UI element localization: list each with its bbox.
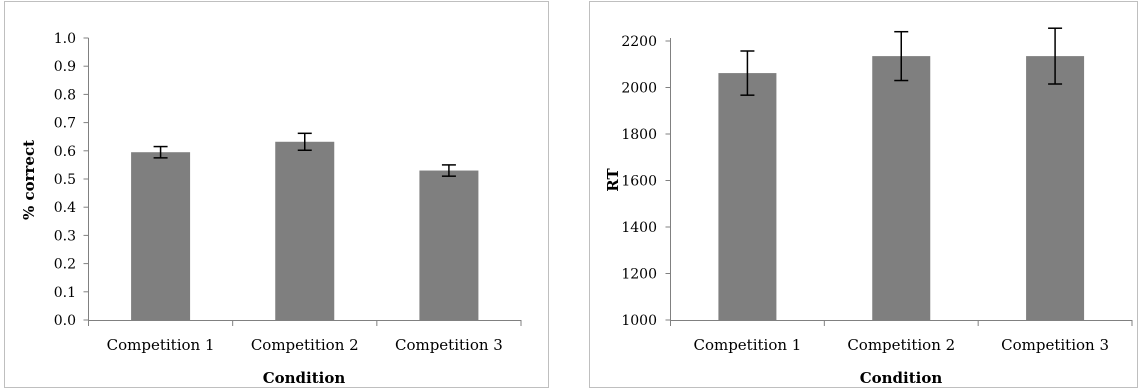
left-category-label: Competition 1 (107, 336, 215, 354)
right-ytick-label: 2000 (621, 81, 657, 97)
left-category-label: Competition 3 (395, 336, 503, 354)
left-ytick-label: 0.3 (54, 228, 76, 244)
chart-right-xlabel: Condition (860, 369, 943, 387)
left-ytick-label: 1.0 (54, 31, 76, 47)
right-ytick-label: 1200 (621, 267, 657, 283)
right-category-label: Competition 1 (693, 336, 801, 354)
right-ytick-label: 1000 (621, 313, 657, 329)
left-ytick-label: 0.9 (54, 59, 76, 75)
left-ytick-label: 0.1 (54, 285, 76, 301)
left-bar (419, 170, 479, 320)
chart-left: 0.0 0.1 0.2 0.3 0.4 0.5 0.6 0.7 0.8 0.9 1.0 Compet… (4, 1, 549, 388)
right-category-label: Competition 3 (1001, 336, 1109, 354)
left-bar (275, 141, 335, 320)
left-ytick-label: 0.5 (54, 172, 76, 188)
left-ytick-label: 0.7 (54, 116, 76, 132)
right-category-label: Competition 2 (847, 336, 955, 354)
left-ytick-label: 0.0 (54, 313, 76, 329)
right-ytick-label: 1600 (621, 174, 657, 190)
chart-right-ylabel: RT (604, 167, 622, 191)
left-ytick-label: 0.8 (54, 87, 76, 103)
chart-right: 1000 1200 1400 1600 1800 2000 2200 Competition… (589, 1, 1138, 388)
right-bar (718, 73, 777, 321)
right-bar (1026, 56, 1085, 321)
left-ytick-label: 0.2 (54, 257, 76, 273)
left-category-label: Competition 2 (251, 336, 359, 354)
right-ytick-label: 2200 (621, 34, 657, 50)
left-ytick-label: 0.6 (54, 144, 76, 160)
right-ytick-label: 1800 (621, 127, 657, 143)
right-ytick-label: 1400 (621, 220, 657, 236)
right-bar (872, 56, 931, 321)
chart-left-xlabel: Condition (263, 369, 346, 387)
left-ytick-label: 0.4 (54, 200, 76, 216)
chart-left-ylabel: % correct (20, 140, 38, 220)
left-bar (131, 152, 191, 320)
